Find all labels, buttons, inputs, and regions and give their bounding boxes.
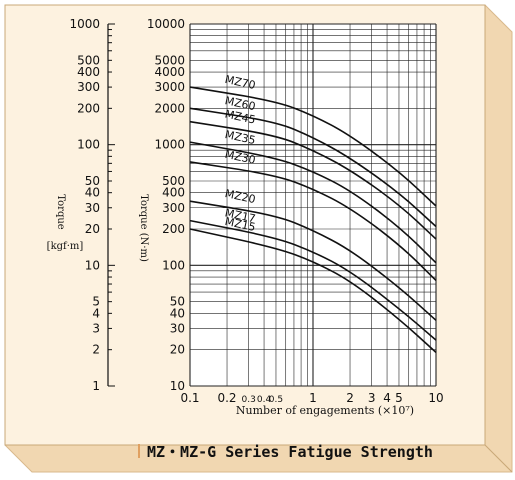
y-tick-label: 20	[170, 343, 185, 357]
secondary-axis-tick-label: 100	[77, 138, 100, 152]
secondary-axis-tick-label: 400	[77, 65, 100, 79]
secondary-axis-tick-label: 300	[77, 80, 100, 94]
x-tick-label: 1	[309, 391, 317, 405]
x-tick-label: 10	[428, 391, 443, 405]
y-tick-label: 5000	[154, 53, 185, 67]
secondary-axis-tick-label: 4	[92, 306, 100, 320]
secondary-axis-tick-label: 5	[92, 295, 100, 309]
chart-caption: MZ・MZ-G Series Fatigue Strength	[147, 442, 433, 461]
y-tick-label: 300	[162, 201, 185, 215]
series-label-mz70: MZ70	[224, 73, 257, 92]
series-line-mz30	[189, 161, 437, 281]
y-tick-label: 1000	[154, 138, 185, 152]
y-tick-label: 40	[170, 306, 185, 320]
x-tick-label: 4	[383, 391, 391, 405]
series-lines	[189, 86, 437, 353]
series-label-mz15: MZ15	[224, 215, 257, 234]
y-tick-label: 200	[162, 222, 185, 236]
secondary-axis-tick-label: 1000	[69, 17, 100, 31]
y-tick-label: 400	[162, 186, 185, 200]
x-tick-label: 2	[346, 391, 354, 405]
y-tick-label: 2000	[154, 101, 185, 115]
series-line-mz35	[189, 141, 437, 264]
secondary-axis-tick-label: 200	[77, 101, 100, 115]
series-line-mz15	[189, 228, 437, 353]
secondary-axis-unit: [kgf·m]	[47, 241, 84, 252]
secondary-axis-tick-label: 3	[92, 321, 100, 335]
y-tick-label: 4000	[154, 65, 185, 79]
x-tick-label: 3	[368, 391, 376, 405]
series-label-mz17: MZ17	[224, 206, 257, 225]
series-line-mz20	[189, 200, 437, 321]
x-tick-label: 0.5	[269, 395, 283, 405]
series-label-mz60: MZ60	[224, 94, 257, 113]
x-tick-label: 5	[395, 391, 403, 405]
series-line-mz60	[189, 107, 437, 228]
series-label-mz35: MZ35	[224, 128, 257, 147]
secondary-axis-tick-label: 10	[85, 258, 100, 272]
x-tick-labels: 0.1 0.2 0.3 0.40.5 1 2 3 4 5 10	[180, 391, 443, 405]
y-tick-label: 3000	[154, 80, 185, 94]
series-label-mz30: MZ30	[224, 148, 257, 167]
secondary-axis-tick-label: 50	[85, 174, 100, 188]
x-tick-label: 0.3	[242, 395, 256, 405]
y-tick-label: 10000	[147, 17, 185, 31]
caption-marker	[138, 444, 140, 458]
series-label-mz45: MZ45	[224, 108, 257, 127]
x-tick-label: 0.4	[257, 395, 272, 405]
x-axis-label: Number of engagements (×10⁷)	[236, 404, 414, 417]
series-label-mz20: MZ20	[224, 187, 257, 206]
series-line-mz70	[189, 86, 437, 207]
y-axis-label: Torque (N·m)	[138, 194, 149, 262]
secondary-axis-label: Torque	[55, 194, 66, 230]
series-line-mz17	[189, 219, 437, 341]
x-tick-label: 0.2	[217, 391, 236, 405]
secondary-axis-tick-label: 40	[85, 186, 100, 200]
y-tick-label: 100	[162, 258, 185, 272]
secondary-axis-tick-label: 500	[77, 53, 100, 67]
secondary-axis-tick-label: 20	[85, 222, 100, 236]
x-tick-label: 0.1	[180, 391, 199, 405]
series-line-mz45	[189, 120, 437, 240]
y-tick-label: 50	[170, 295, 185, 309]
caption-area: MZ・MZ-G Series Fatigue Strength	[138, 440, 433, 462]
secondary-axis-tick-label: 2	[92, 343, 100, 357]
y-tick-label: 10	[170, 379, 185, 393]
y-tick-label: 30	[170, 321, 185, 335]
y-tick-label: 500	[162, 174, 185, 188]
secondary-axis-tick-label: 1	[92, 379, 100, 393]
secondary-axis-tick-label: 30	[85, 201, 100, 215]
frame-corner-line	[484, 444, 513, 473]
